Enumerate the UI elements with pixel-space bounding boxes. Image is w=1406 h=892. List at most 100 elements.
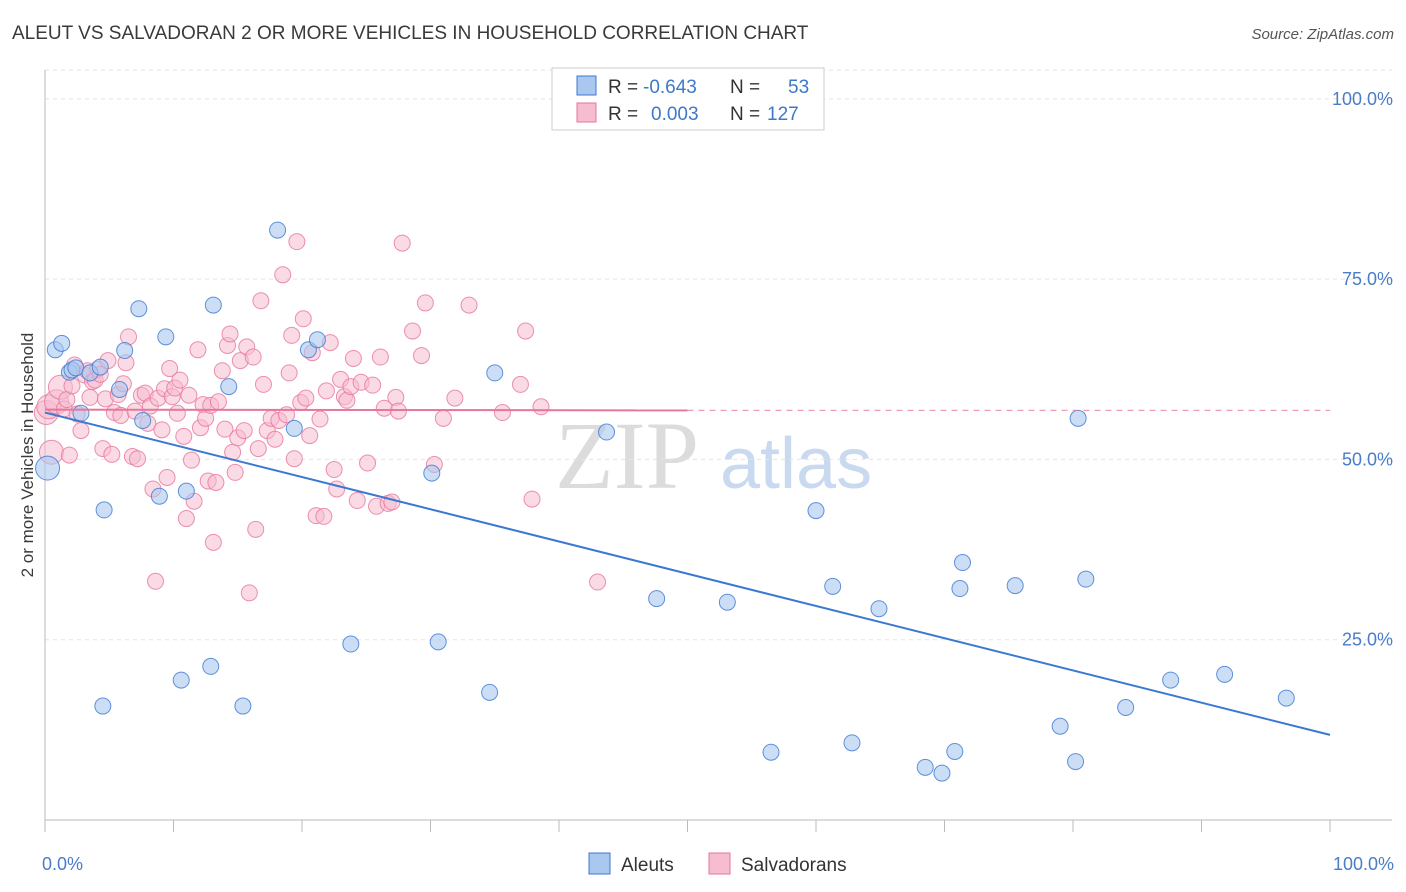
aleuts-point-20: [204, 296, 222, 314]
salvadorans-point-123: [493, 404, 511, 422]
axes: [44, 70, 1392, 832]
salvadorans-point-94: [315, 507, 333, 525]
salvadorans-point-97: [325, 461, 343, 479]
trendlines: [44, 408, 1331, 736]
salvadorans-point-79: [266, 430, 284, 448]
salvadorans-point-85: [285, 450, 303, 468]
y-tick-label-1: 50.0%: [1342, 449, 1393, 469]
salvadorans-point-50: [182, 451, 200, 469]
aleuts-point-8: [91, 358, 109, 376]
aleuts-point-47: [1067, 753, 1085, 771]
salvadorans-point-114: [389, 402, 407, 420]
salvadorans-point-60: [209, 393, 227, 411]
aleuts-point-11: [111, 380, 129, 398]
salvadorans-point-128: [589, 573, 607, 591]
x-tick-label-min: 0.0%: [42, 854, 83, 874]
aleuts-point-43: [951, 580, 969, 598]
bottom-legend-swatch-aleuts: [588, 852, 611, 875]
aleuts-point-32: [598, 423, 616, 441]
bottom-legend-label-aleuts: Aleuts: [621, 855, 674, 876]
salvadorans-point-83: [280, 364, 298, 382]
salvadorans-point-84: [283, 326, 301, 344]
legend-r-value-aleuts: -0.643: [643, 77, 697, 98]
salvadorans-point-22: [103, 445, 121, 463]
aleuts-point-29: [429, 633, 447, 651]
aleuts-point-51: [1162, 671, 1180, 689]
aleuts-point-34: [718, 593, 736, 611]
salvadorans-point-46: [171, 371, 189, 389]
salvadorans-point-104: [348, 492, 366, 510]
legend-r-label-aleuts: R =: [608, 77, 638, 98]
y-tick-labels: 25.0% 50.0% 75.0% 100.0%: [1332, 89, 1393, 650]
aleuts-point-17: [172, 671, 190, 689]
aleuts-point-50: [1117, 699, 1135, 716]
aleuts-point-10: [94, 697, 112, 715]
salvadorans-point-72: [244, 348, 262, 366]
aleuts-point-45: [1006, 577, 1024, 595]
salvadorans-point-124: [511, 375, 529, 393]
legend-n-label-salvadorans: N =: [730, 104, 760, 125]
salvadorans-point-62: [216, 420, 234, 438]
aleuts-point-18: [177, 482, 195, 500]
salvadorans-point-71: [240, 584, 258, 602]
chart-title: ALEUT VS SALVADORAN 2 OR MORE VEHICLES I…: [12, 23, 809, 44]
salvadorans-point-117: [413, 347, 431, 365]
salvadorans-point-45: [168, 404, 186, 422]
aleuts-point-22: [234, 697, 252, 715]
aleuts-point-38: [843, 734, 861, 752]
watermark-atlas: atlas: [720, 424, 872, 504]
legend-box: [551, 67, 825, 131]
legend-n-value-salvadorans: 127: [767, 104, 799, 125]
salvadorans-point-41: [158, 468, 176, 486]
salvadorans-point-58: [204, 533, 222, 551]
salvadorans-point-14: [81, 388, 99, 406]
legend-r-label-salvadorans: R =: [608, 104, 638, 125]
salvadorans-point-127: [532, 398, 550, 416]
x-tick-label-max: 100.0%: [1333, 854, 1394, 874]
aleuts-point-19: [202, 657, 220, 675]
aleuts-point-9: [95, 501, 113, 519]
aleuts-point-42: [946, 742, 964, 760]
aleuts-point-2: [53, 334, 71, 352]
salvadorans-point-88: [294, 310, 312, 328]
salvadorans-trendline: [44, 408, 688, 412]
salvadorans-point-11: [72, 422, 90, 440]
series-points: [33, 221, 1295, 782]
y-tick-label-3: 100.0%: [1332, 89, 1393, 109]
bottom-legend: Aleuts Salvadorans: [588, 852, 847, 876]
salvadorans-point-118: [416, 294, 434, 312]
bottom-legend-swatch-salvadorans: [708, 852, 731, 875]
salvadorans-point-107: [364, 376, 382, 394]
salvadorans-point-103: [344, 349, 362, 367]
salvadorans-point-125: [517, 322, 535, 340]
salvadorans-point-89: [297, 389, 315, 407]
salvadorans-point-121: [446, 389, 464, 407]
salvadorans-point-64: [221, 325, 239, 343]
salvadorans-point-81: [274, 266, 292, 284]
salvadorans-point-66: [226, 463, 244, 481]
salvadorans-point-49: [180, 386, 198, 404]
aleuts-point-35: [762, 743, 780, 761]
aleuts-point-48: [1069, 409, 1087, 427]
watermark-zip: ZIP: [555, 402, 699, 509]
y-tick-label-2: 75.0%: [1342, 269, 1393, 289]
aleuts-point-28: [423, 464, 441, 482]
watermark: ZIP atlas: [555, 402, 872, 509]
aleuts-point-53: [1277, 689, 1295, 707]
salvadorans-point-74: [249, 440, 267, 458]
aleuts-trendline: [44, 411, 1331, 736]
salvadorans-point-73: [247, 520, 265, 538]
aleuts-point-23: [269, 221, 287, 239]
aleuts-point-33: [648, 590, 666, 608]
salvadorans-point-115: [393, 234, 411, 252]
aleuts-point-24: [285, 419, 303, 437]
aleuts-point-6: [72, 404, 90, 422]
legend-swatch-salvadorans: [576, 102, 597, 123]
aleuts-point-37: [824, 577, 842, 595]
legend: R = -0.643 N = 53 R = 0.003 N = 127: [551, 67, 825, 131]
aleuts-point-21: [220, 378, 238, 396]
salvadorans-point-76: [254, 375, 272, 393]
aleuts-point-26: [308, 331, 326, 349]
aleuts-point-44: [953, 554, 971, 572]
